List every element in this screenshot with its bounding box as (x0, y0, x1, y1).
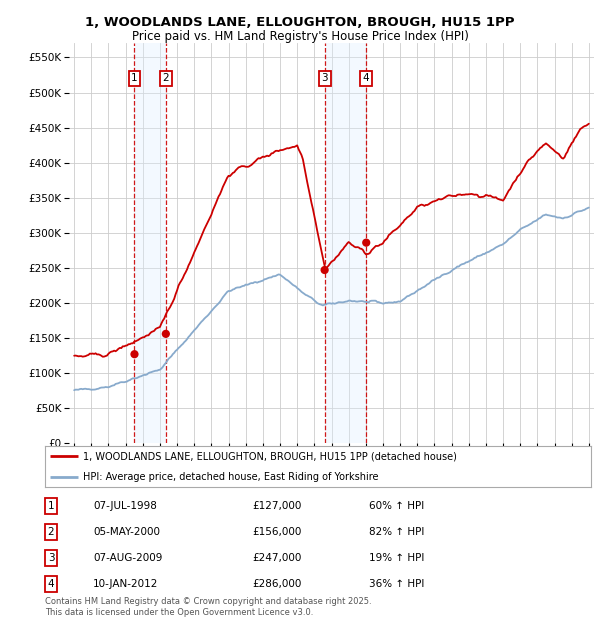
Text: 60% ↑ HPI: 60% ↑ HPI (369, 501, 424, 511)
Text: 3: 3 (322, 74, 328, 84)
Text: 1: 1 (131, 74, 138, 84)
Text: Price paid vs. HM Land Registry's House Price Index (HPI): Price paid vs. HM Land Registry's House … (131, 30, 469, 43)
Text: 2: 2 (163, 74, 169, 84)
Text: 10-JAN-2012: 10-JAN-2012 (93, 579, 158, 589)
Text: 1: 1 (47, 501, 55, 511)
Text: HPI: Average price, detached house, East Riding of Yorkshire: HPI: Average price, detached house, East… (83, 472, 379, 482)
Text: 82% ↑ HPI: 82% ↑ HPI (369, 527, 424, 537)
Text: £127,000: £127,000 (252, 501, 301, 511)
Text: This data is licensed under the Open Government Licence v3.0.: This data is licensed under the Open Gov… (45, 608, 313, 617)
Text: 07-AUG-2009: 07-AUG-2009 (93, 553, 163, 563)
Text: Contains HM Land Registry data © Crown copyright and database right 2025.: Contains HM Land Registry data © Crown c… (45, 597, 371, 606)
Point (320, 265, 329, 275)
Point (130, 349, 139, 359)
Text: 36% ↑ HPI: 36% ↑ HPI (369, 579, 424, 589)
Point (161, 329, 170, 339)
Text: 19% ↑ HPI: 19% ↑ HPI (369, 553, 424, 563)
Text: £156,000: £156,000 (252, 527, 301, 537)
Text: 07-JUL-1998: 07-JUL-1998 (93, 501, 157, 511)
Text: 4: 4 (363, 74, 370, 84)
Text: 3: 3 (47, 553, 55, 563)
Text: 1, WOODLANDS LANE, ELLOUGHTON, BROUGH, HU15 1PP (detached house): 1, WOODLANDS LANE, ELLOUGHTON, BROUGH, H… (83, 451, 457, 461)
Text: 2: 2 (47, 527, 55, 537)
Text: £286,000: £286,000 (252, 579, 301, 589)
Point (361, 237, 371, 247)
Text: 4: 4 (47, 579, 55, 589)
Text: 1, WOODLANDS LANE, ELLOUGHTON, BROUGH, HU15 1PP: 1, WOODLANDS LANE, ELLOUGHTON, BROUGH, H… (85, 16, 515, 29)
Text: 05-MAY-2000: 05-MAY-2000 (93, 527, 160, 537)
Bar (134, 43, 166, 443)
Bar (325, 43, 366, 443)
Text: £247,000: £247,000 (252, 553, 301, 563)
